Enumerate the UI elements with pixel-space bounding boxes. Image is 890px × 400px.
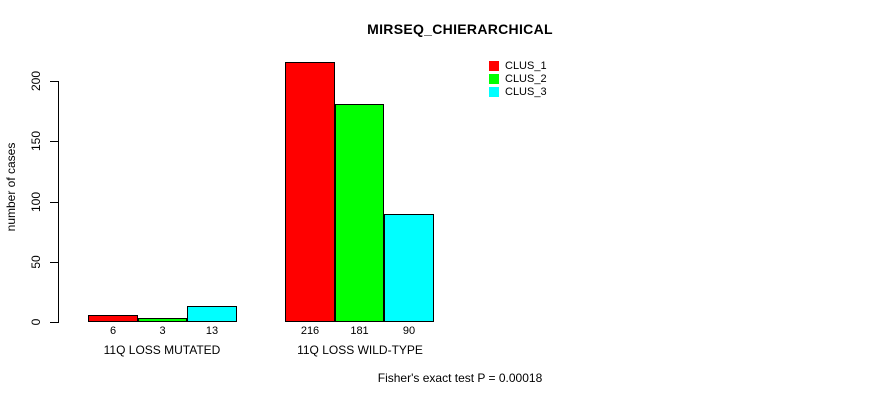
y-tick-label-150: 150 bbox=[29, 130, 43, 152]
legend-item-clus-1: CLUS_1 bbox=[489, 59, 547, 72]
bar-clus_1-group1 bbox=[88, 315, 138, 322]
legend-item-clus-3: CLUS_3 bbox=[489, 85, 547, 98]
category-label-mutated: 11Q LOSS MUTATED bbox=[103, 343, 221, 357]
bar-clus_3-group1 bbox=[187, 306, 237, 322]
y-tick-label-50: 50 bbox=[29, 255, 43, 269]
legend-swatch-clus-2 bbox=[489, 73, 499, 84]
legend-label-clus-3: CLUS_3 bbox=[505, 85, 547, 98]
bar-value-label-clus_3-group1: 13 bbox=[205, 325, 219, 337]
y-tick-label-200: 200 bbox=[29, 70, 43, 92]
y-tick-mark-150 bbox=[50, 141, 58, 142]
y-axis-label: number of cases bbox=[4, 142, 18, 232]
y-tick-mark-200 bbox=[50, 81, 58, 82]
legend-swatch-clus-3 bbox=[489, 86, 499, 97]
legend-swatch-clus-1 bbox=[489, 60, 499, 71]
bar-clus_3-group2 bbox=[384, 214, 434, 322]
y-tick-label-100: 100 bbox=[29, 191, 43, 213]
bar-clus_1-group2 bbox=[285, 62, 335, 322]
bar-value-label-clus_2-group1: 3 bbox=[159, 325, 166, 337]
category-label-wild-type: 11Q LOSS WILD-TYPE bbox=[297, 343, 423, 357]
fisher-test-annotation: Fisher's exact test P = 0.00018 bbox=[377, 371, 543, 385]
legend-label-clus-2: CLUS_2 bbox=[505, 72, 547, 85]
legend-item-clus-2: CLUS_2 bbox=[489, 72, 547, 85]
y-axis-line bbox=[58, 81, 59, 323]
bar-value-label-clus_3-group2: 90 bbox=[402, 325, 416, 337]
chart-title: MIRSEQ_CHIERARCHICAL bbox=[367, 21, 553, 37]
y-tick-mark-0 bbox=[50, 322, 58, 323]
bar-clus_2-group1 bbox=[138, 318, 187, 322]
legend-label-clus-1: CLUS_1 bbox=[505, 59, 547, 72]
bar-value-label-clus_1-group2: 216 bbox=[300, 325, 320, 337]
legend: CLUS_1 CLUS_2 CLUS_3 bbox=[489, 59, 547, 98]
bar-value-label-clus_1-group1: 6 bbox=[109, 325, 117, 337]
bar-value-label-clus_2-group2: 181 bbox=[350, 325, 369, 337]
y-tick-label-0: 0 bbox=[29, 318, 43, 326]
bar-clus_2-group2 bbox=[335, 104, 384, 322]
y-tick-mark-100 bbox=[50, 202, 58, 203]
y-tick-mark-50 bbox=[50, 262, 58, 263]
